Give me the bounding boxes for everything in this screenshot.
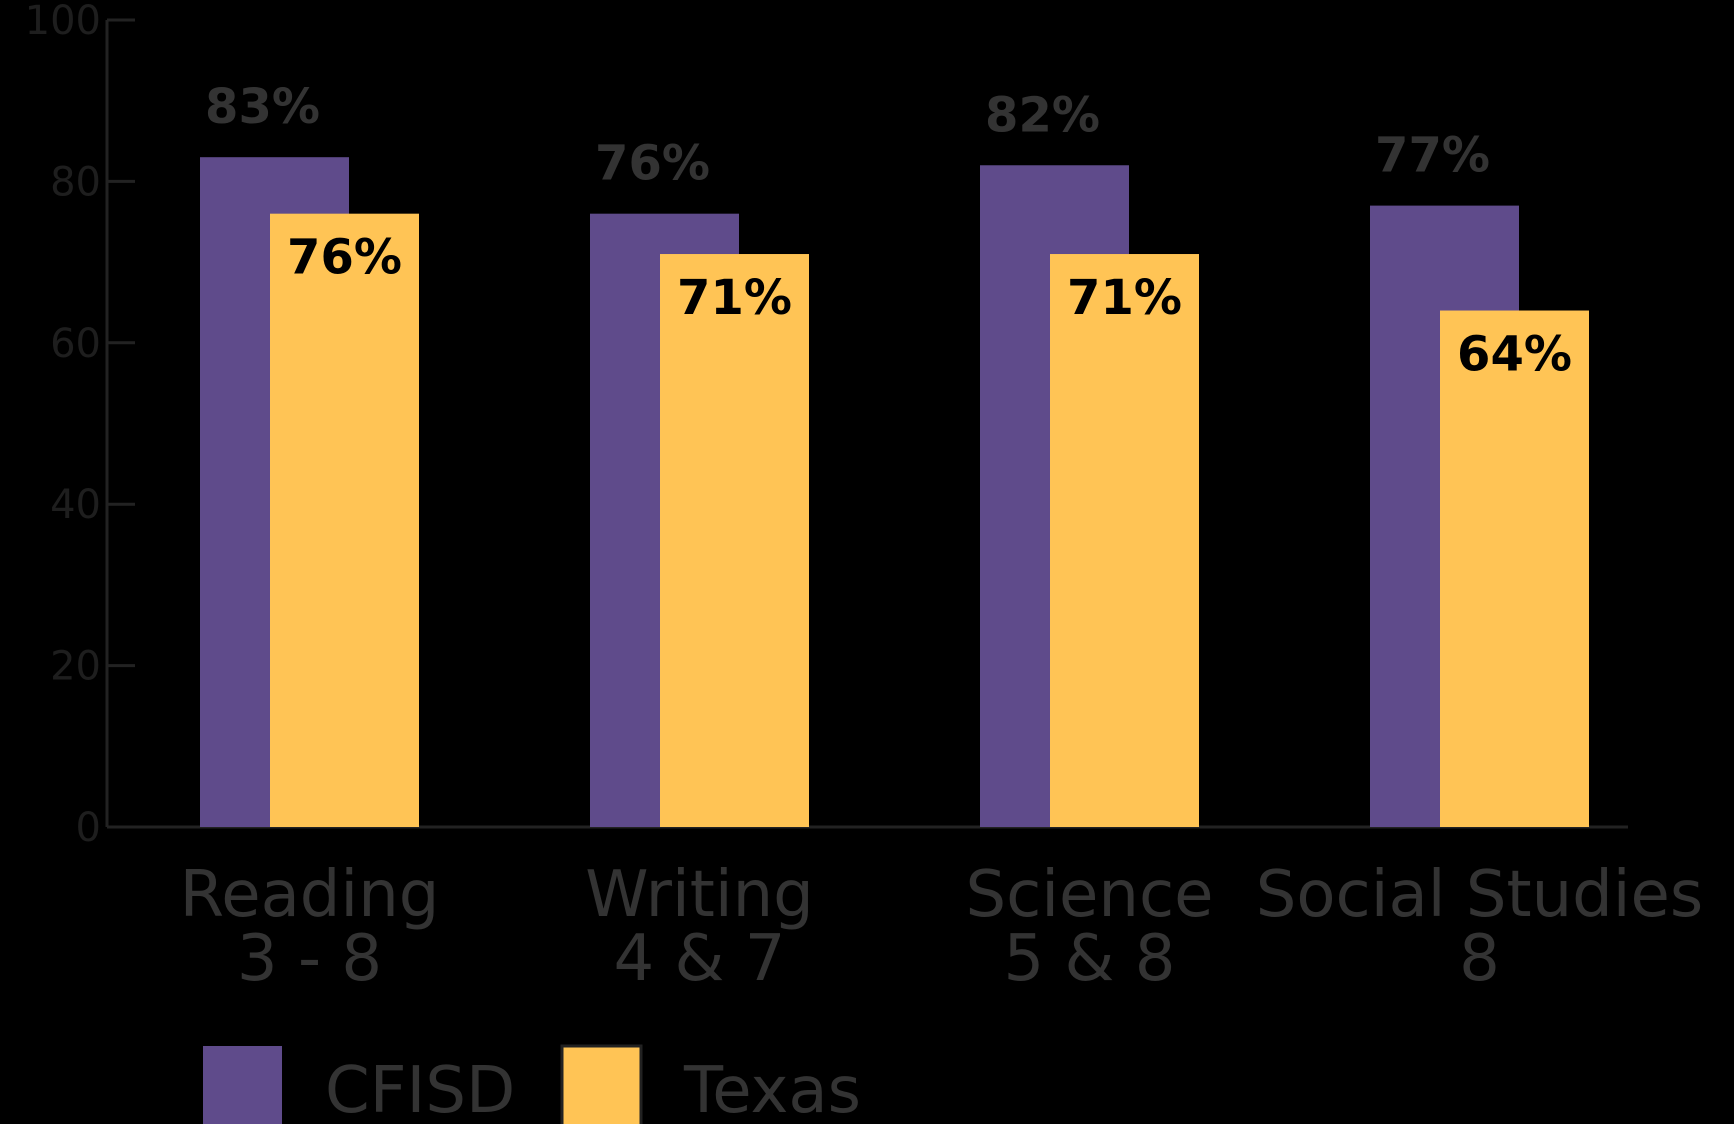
bar [270, 213, 419, 827]
legend-label: Texas [683, 1054, 861, 1124]
bar [1050, 254, 1199, 827]
x-tick-label: 8 [1459, 922, 1500, 996]
value-label: 76% [595, 136, 710, 192]
y-tick-label: 100 [25, 0, 101, 44]
y-tick-label: 40 [50, 482, 101, 528]
x-tick-label: Reading [180, 858, 440, 932]
y-tick-label: 0 [76, 805, 101, 851]
value-label: 82% [985, 87, 1100, 143]
legend-swatch [203, 1046, 282, 1124]
x-tick-label: 5 & 8 [1003, 922, 1175, 996]
value-label: 77% [1375, 128, 1490, 184]
legend-swatch [560, 1044, 643, 1124]
bar [660, 254, 809, 827]
value-label: 71% [1067, 270, 1182, 326]
bar [1440, 310, 1589, 827]
value-label: 76% [287, 230, 402, 286]
x-tick-label: Writing [585, 858, 814, 932]
y-tick-label: 20 [50, 644, 101, 690]
x-tick-label: Science [965, 858, 1213, 932]
value-label: 83% [205, 79, 320, 135]
x-tick-label: Social Studies [1256, 858, 1704, 932]
x-tick-label: 3 - 8 [237, 922, 382, 996]
legend-label: CFISD [325, 1054, 515, 1124]
x-tick-label: 4 & 7 [613, 922, 785, 996]
value-label: 64% [1457, 327, 1572, 383]
y-tick-label: 80 [50, 159, 101, 205]
y-tick-label: 60 [50, 321, 101, 367]
value-label: 71% [677, 270, 792, 326]
